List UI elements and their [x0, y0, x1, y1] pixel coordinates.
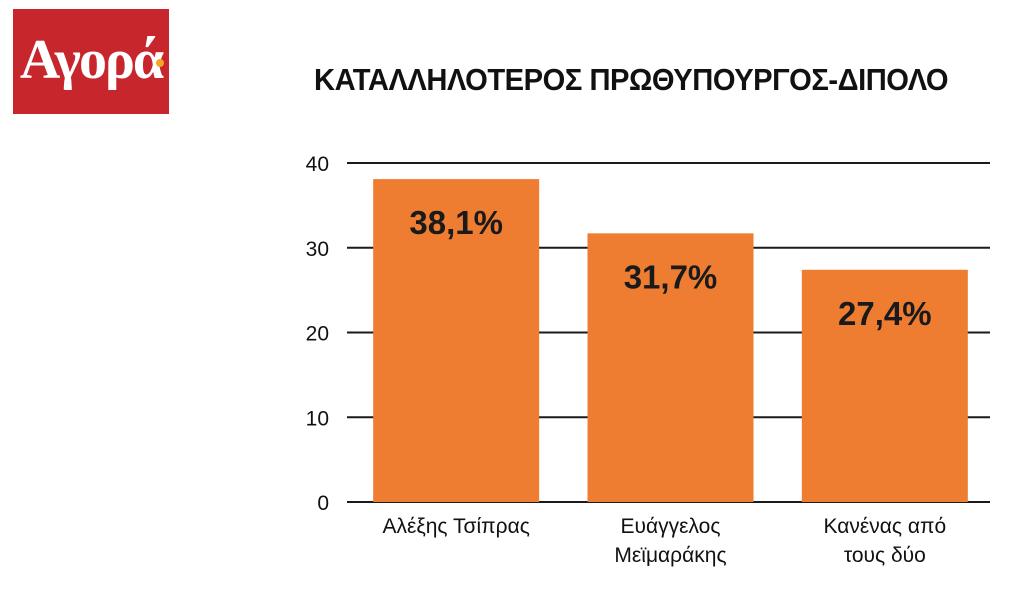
bar: [373, 179, 540, 503]
y-axis-ticks: 0 10 20 30 40: [306, 153, 329, 515]
bars: [373, 179, 968, 503]
bar-value-label: 31,7%: [624, 258, 718, 295]
y-tick-label: 20: [306, 323, 329, 346]
brand-logo: Αγορά: [13, 9, 169, 114]
y-tick-label: 30: [306, 238, 329, 261]
x-category-label: Μεϊμαράκης: [614, 544, 726, 567]
y-tick-label: 10: [306, 407, 329, 430]
x-category-label: τους δύο: [844, 544, 926, 567]
y-tick-label: 0: [317, 492, 329, 515]
chart-title: ΚΑΤΑΛΛΗΛΟΤΕΡΟΣ ΠΡΩΘΥΠΟΥΡΓΟΣ-ΔΙΠΟΛΟ: [314, 62, 949, 97]
bar: [801, 269, 968, 502]
bar: [587, 233, 754, 502]
logo-text: Αγορά: [19, 28, 164, 91]
bar-value-label: 38,1%: [409, 204, 503, 241]
x-category-label: Ευάγγελος: [621, 515, 721, 538]
x-category-label: Κανένας από: [823, 515, 946, 538]
x-category-label: Αλέξης Τσίπρας: [382, 515, 529, 538]
bar-value-label: 27,4%: [838, 295, 932, 332]
y-tick-label: 40: [306, 153, 329, 176]
logo-accent-dot: [156, 59, 164, 67]
x-axis-categories: Αλέξης Τσίπρας Ευάγγελος Μεϊμαράκης Κανένας…: [382, 515, 946, 567]
data-labels: 38,1% 31,7% 27,4%: [409, 204, 931, 332]
